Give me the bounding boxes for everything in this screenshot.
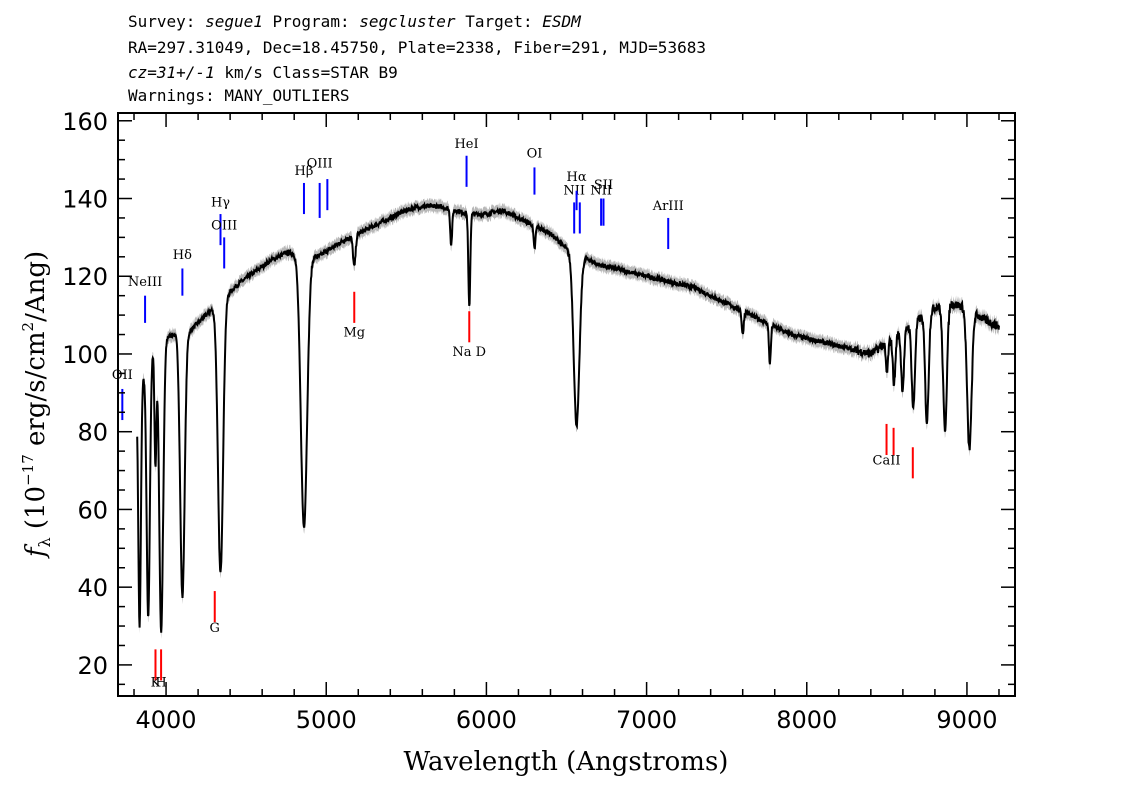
header-line-4: Warnings: MANY_OUTLIERS — [128, 86, 350, 105]
absorption-line-label: Mg — [343, 325, 365, 340]
redshift-value: cz=31+/-1 — [128, 63, 215, 82]
emission-line-label: ArIII — [652, 199, 684, 214]
emission-line-label: NII — [563, 184, 585, 199]
y-axis-title: fλ (10−17 erg/s/cm2/Ang) — [19, 251, 54, 559]
program-value: segcluster — [359, 12, 456, 31]
y-tick-label: 100 — [62, 341, 108, 369]
tick-layer: 4000 5000 6000 7000 8000 9000 20 40 60 80 100 120 14… — [62, 108, 1015, 734]
header-line-2: RA=297.31049, Dec=18.45750, Plate=2338, … — [128, 38, 706, 57]
header-line-3: cz=31+/-1 km/s Class=STAR B9 — [128, 63, 398, 82]
line-marker-layer: OIINeIIIHδHγOIIIHβOIIIHeIOINIIHαNIISIIAr… — [112, 137, 914, 690]
y-tick-label: 40 — [77, 574, 108, 602]
y-tick-label: 160 — [62, 108, 108, 136]
x-axis-title: Wavelength (Angstroms) — [404, 747, 729, 777]
emission-line-label: OI — [527, 147, 543, 162]
emission-line-label: Hβ — [295, 164, 314, 179]
emission-line-label: OII — [112, 368, 133, 383]
header-line-1: Survey: segue1 Program: segcluster Targe… — [128, 12, 581, 31]
y-tick-label: 60 — [77, 496, 108, 524]
flux-layer — [136, 201, 1000, 633]
plot-frame — [117, 112, 1016, 697]
x-tick-label: 8000 — [776, 706, 837, 734]
emission-line-label: Hγ — [211, 195, 230, 210]
emission-line-label: SII — [594, 178, 613, 193]
emission-line-label: NII — [590, 184, 612, 199]
x-tick-label: 5000 — [296, 706, 357, 734]
x-tick-label: 4000 — [136, 706, 197, 734]
emission-line-label: OIII — [211, 219, 237, 234]
x-tick-label: 7000 — [616, 706, 677, 734]
absorption-line-label: H — [155, 675, 166, 690]
y-tick-label: 140 — [62, 186, 108, 214]
survey-value: segue1 — [205, 12, 263, 31]
target-value: ESDM — [542, 12, 581, 31]
absorption-line-label: K — [151, 675, 161, 690]
emission-line-label: NeIII — [128, 275, 162, 290]
flux-series-line — [136, 201, 1000, 633]
y-tick-label: 20 — [77, 652, 108, 680]
x-tick-label: 9000 — [936, 706, 997, 734]
absorption-line-label: G — [210, 621, 220, 636]
x-tick-label: 6000 — [456, 706, 517, 734]
emission-line-label: HeI — [454, 137, 478, 152]
absorption-line-label: Na D — [452, 345, 486, 360]
y-tick-label: 80 — [77, 419, 108, 447]
emission-line-label: Hδ — [173, 248, 192, 263]
absorption-line-label: CaII — [873, 454, 901, 469]
emission-line-label: Hα — [567, 170, 587, 185]
y-tick-label: 120 — [62, 263, 108, 291]
emission-line-label: OIII — [307, 156, 333, 171]
